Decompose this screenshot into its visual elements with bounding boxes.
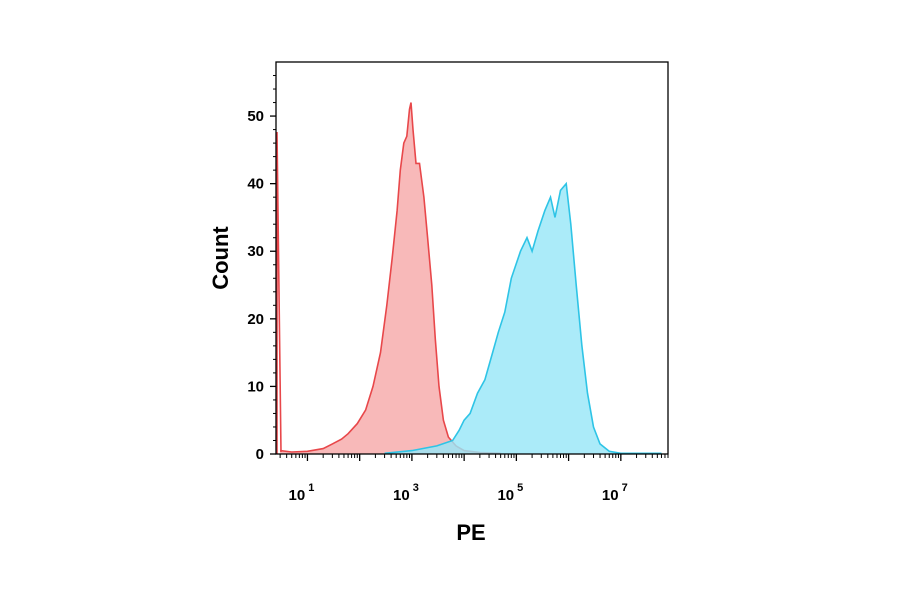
x-tick-label: 10 1 bbox=[289, 482, 315, 504]
series-2-line bbox=[384, 181, 662, 455]
x-tick-label: 10 7 bbox=[602, 482, 628, 504]
y-tick-label: 0 bbox=[256, 446, 264, 463]
y-tick-label: 30 bbox=[247, 243, 264, 260]
series-2-area bbox=[384, 183, 662, 454]
plot-frame bbox=[275, 61, 669, 455]
x-tick-label: 10 5 bbox=[497, 482, 523, 504]
series-1-line bbox=[280, 102, 501, 455]
series-layer bbox=[276, 102, 662, 455]
series-1-edge-spike bbox=[276, 131, 282, 454]
y-axis-title: Count bbox=[208, 226, 233, 290]
y-tick-label: 40 bbox=[247, 176, 264, 193]
y-tick-label: 50 bbox=[247, 108, 264, 125]
y-tick-label: 10 bbox=[247, 378, 264, 395]
y-tick-label: 20 bbox=[247, 311, 264, 328]
x-tick-label: 10 3 bbox=[393, 482, 419, 504]
x-axis-title: PE bbox=[456, 520, 485, 545]
axis-layer: 0 10 20 30 40 50 10 1 10 3 10 5 10 7 bbox=[247, 75, 669, 504]
